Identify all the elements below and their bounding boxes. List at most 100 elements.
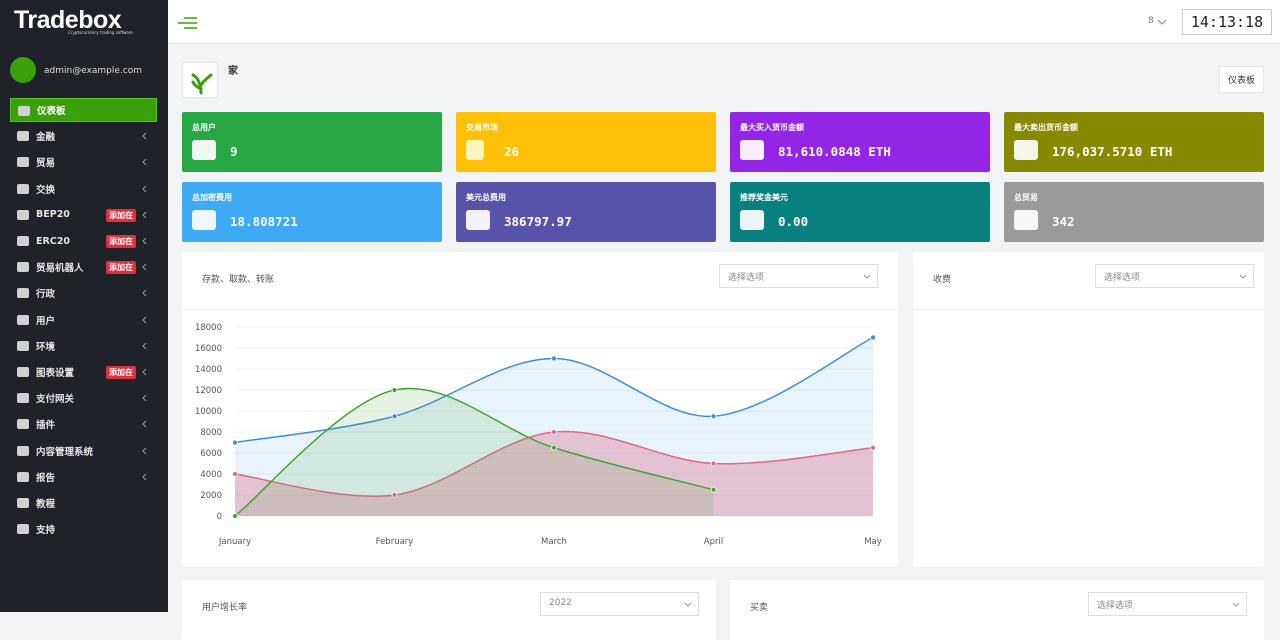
panel-title: 买卖 (750, 603, 769, 613)
chevron (142, 473, 147, 481)
menu-item[interactable]: 插件 (10, 412, 157, 436)
chevron (142, 368, 147, 376)
user-email[interactable]: admin@example.com (44, 66, 143, 76)
stat-card: 美元总费用 386797.97 (456, 182, 716, 242)
chevron-path (142, 316, 147, 323)
menu-toggle[interactable] (178, 15, 198, 34)
menu-badge: 添加在 (106, 208, 136, 222)
card-label: 美元总费用 (466, 193, 506, 202)
chevron (142, 237, 147, 245)
panel-title: 收费 (933, 275, 952, 285)
x-tick-label: March (541, 537, 567, 547)
data-point (551, 444, 557, 451)
chevron (684, 602, 692, 607)
menu-item[interactable]: 内容管理系统 (10, 439, 157, 463)
menu-item[interactable]: 教程 (10, 491, 157, 515)
chevron (142, 316, 147, 323)
stat-card: 总用户 9 (182, 112, 442, 172)
chevron (142, 447, 147, 454)
menu-item[interactable]: 用户 (10, 308, 157, 332)
chevron-path (142, 211, 147, 219)
menu-item[interactable]: ERC20 添加在 (10, 229, 157, 253)
menu-label: 图表设置 (36, 368, 75, 379)
menu-icon (17, 419, 29, 430)
menu-item[interactable]: 贸易机器人 添加在 (10, 255, 157, 279)
select[interactable]: 2022 (540, 592, 699, 616)
chart: 0 2000 4000 6000 8000 10000 12000 14000 16000 180… (195, 323, 882, 547)
select[interactable]: 选择选项 (1095, 264, 1254, 288)
chevron-path (142, 132, 147, 140)
chevron (1232, 602, 1240, 607)
menu-icon (17, 157, 29, 168)
data-point (710, 486, 717, 493)
y-tick-label: 2000 (200, 491, 222, 501)
menu-label: 行政 (36, 289, 56, 301)
x-tick-label: January (218, 537, 251, 547)
chevron-path (1232, 602, 1240, 607)
notifications[interactable]: 8 (1148, 16, 1154, 26)
menu-label: 用户 (36, 315, 56, 327)
x-tick-label: February (376, 537, 414, 547)
menu-icon (17, 183, 29, 194)
menu-item[interactable]: 支持 (10, 517, 157, 541)
menu-icon (17, 262, 29, 273)
chevron-path (142, 447, 147, 454)
card-label: 总加密费用 (192, 193, 232, 202)
card-label: 交易市场 (466, 123, 498, 132)
avatar[interactable] (10, 57, 36, 83)
chevron-path (142, 185, 147, 192)
stat-card: 总贸易 342 (1004, 182, 1264, 242)
menu-label: 仪表板 (37, 106, 66, 117)
menu-item[interactable]: 交换 (10, 177, 157, 201)
chevron-path (142, 394, 147, 402)
series-area (235, 388, 714, 516)
select-text: 2022 (549, 598, 572, 608)
chevron (863, 274, 871, 279)
x-tick-label: May (864, 537, 882, 547)
y-tick-label: 18000 (195, 323, 222, 333)
data-point (710, 413, 717, 420)
data-point (870, 444, 876, 451)
breadcrumb-button[interactable]: 仪表板 (1219, 66, 1264, 93)
menu-icon (17, 393, 29, 404)
menu-icon (17, 209, 29, 220)
menu-icon (17, 314, 29, 325)
menu-item[interactable]: 报告 (10, 465, 157, 489)
y-tick-label: 8000 (200, 428, 222, 438)
menu-item[interactable]: BEP20 添加在 (10, 203, 157, 227)
menu-label: 教程 (36, 499, 56, 510)
menu-icon (17, 524, 29, 535)
select[interactable]: 选择选项 (1088, 592, 1247, 616)
menu-item[interactable]: 贸易 (10, 150, 157, 174)
card-value: 386797.97 (504, 214, 572, 229)
series-line (234, 387, 714, 517)
menu-label: 贸易 (36, 158, 56, 170)
menu-icon (17, 340, 29, 351)
card-value: 0.00 (778, 214, 809, 229)
select[interactable]: 选择选项 (719, 264, 878, 288)
menu-item[interactable]: 支付网关 (10, 386, 157, 410)
tagline: Cryptocurrency trading software (68, 30, 133, 35)
brand: Tradebox (14, 6, 122, 34)
menu-item[interactable]: 金融 (10, 124, 157, 148)
panel: 收费 选择选项 (913, 252, 1264, 567)
chevron (142, 263, 147, 271)
card-icon (740, 210, 764, 230)
page-icon (182, 62, 218, 98)
menu-item[interactable]: 仪表板 (10, 98, 157, 122)
card-label: 总贸易 (1014, 193, 1038, 202)
y-tick-label: 6000 (200, 449, 222, 459)
chevron (142, 185, 147, 192)
menu-badge: 添加在 (106, 235, 136, 248)
menu-icon (18, 106, 30, 116)
y-tick-label: 12000 (195, 386, 222, 396)
menu-label: 金融 (36, 132, 56, 144)
menu-item[interactable]: 行政 (10, 281, 157, 305)
menu-item[interactable]: 环境 (10, 334, 157, 358)
divider (182, 309, 898, 310)
card-label: 推荐奖金美元 (740, 193, 788, 202)
chevron (142, 290, 147, 297)
menu-item[interactable]: 图表设置 添加在 (10, 360, 157, 384)
data-point (870, 334, 876, 341)
sidebar: Tradebox Cryptocurrency trading software… (0, 0, 168, 612)
